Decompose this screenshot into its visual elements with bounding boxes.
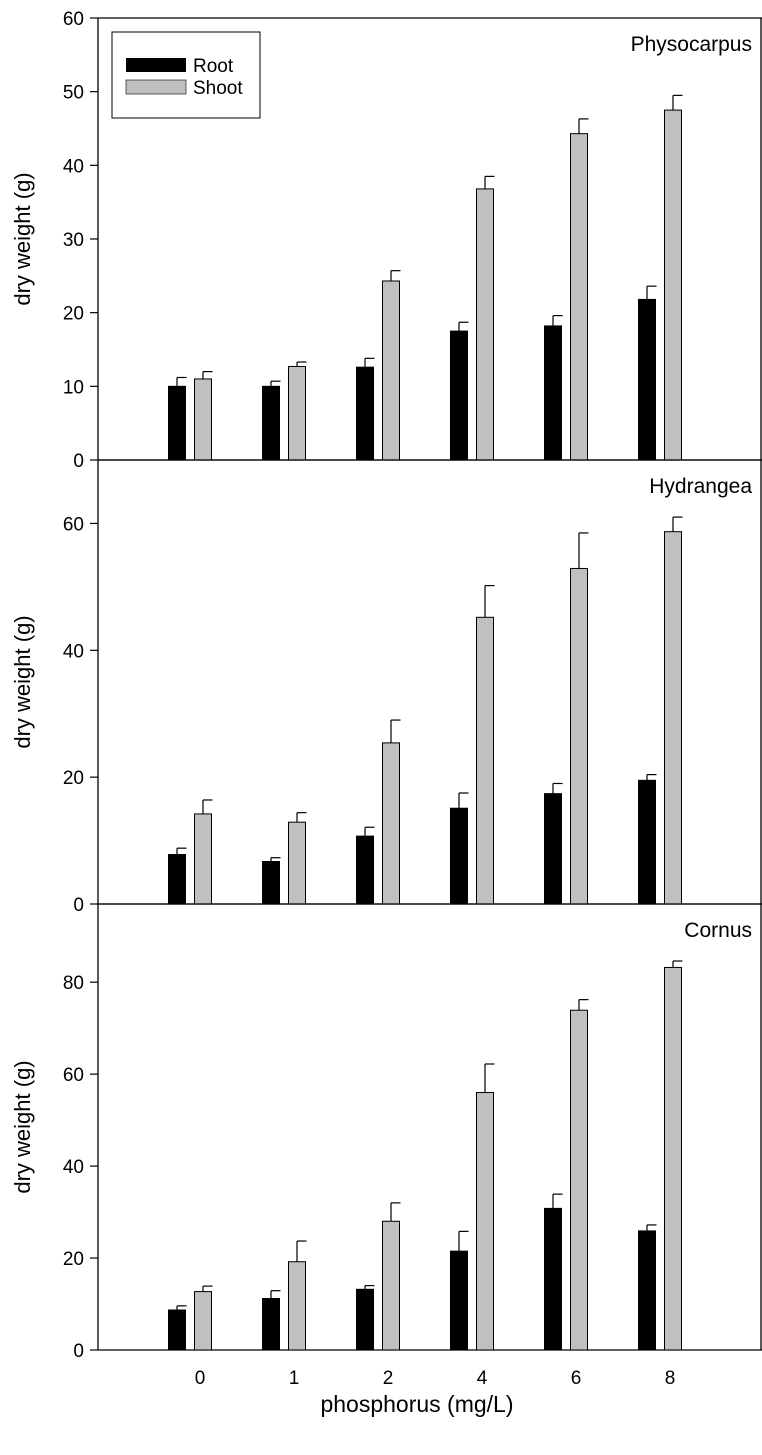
y-tick-label: 0: [73, 895, 84, 916]
y-tick-label: 10: [63, 377, 84, 398]
bar-shoot: [382, 280, 400, 461]
bar-shoot: [288, 821, 306, 905]
bar-shoot: [570, 1009, 588, 1351]
bar-shoot: [664, 531, 682, 905]
legend-label-root: Root: [193, 56, 234, 77]
y-tick-label: 60: [63, 1065, 84, 1086]
bar-shoot: [476, 1092, 494, 1351]
bar-root: [262, 861, 280, 905]
bar-root: [544, 793, 562, 905]
bar-root: [168, 385, 186, 461]
bar-shoot: [194, 378, 212, 461]
bar-root: [450, 1250, 468, 1351]
bar-shoot: [570, 133, 588, 461]
x-tick-label: 4: [477, 1368, 488, 1389]
y-tick-label: 60: [63, 514, 84, 535]
bar-shoot: [194, 813, 212, 905]
bar-shoot: [382, 1220, 400, 1351]
y-axis-title: dry weight (g): [10, 1060, 35, 1193]
legend-label-shoot: Shoot: [193, 78, 243, 99]
bar-shoot: [476, 616, 494, 905]
bar-shoot: [288, 365, 306, 461]
bar-root: [544, 325, 562, 461]
bar-root: [356, 1288, 374, 1351]
y-tick-label: 40: [63, 641, 84, 662]
legend-swatch-shoot: [125, 79, 187, 95]
bar-root: [638, 779, 656, 905]
bar-root: [356, 835, 374, 905]
y-axis-title: dry weight (g): [10, 615, 35, 748]
y-tick-label: 20: [63, 1249, 84, 1270]
y-tick-label: 0: [73, 1341, 84, 1362]
panel-hydrangea: 0 20 40 60 dry weight (g) Hydrangea: [10, 459, 762, 916]
bar-root: [450, 807, 468, 905]
panel-physocarpus: 0 10 20 30 40 50 60 dry weight (g) Physocarpus: [10, 9, 762, 472]
bar-root: [168, 1309, 186, 1351]
bar-root: [262, 1298, 280, 1351]
bar-shoot: [476, 188, 494, 461]
y-tick-label: 80: [63, 973, 84, 994]
y-tick-label: 20: [63, 768, 84, 789]
y-axis-title: dry weight (g): [10, 172, 35, 305]
panel-title: Hydrangea: [649, 475, 752, 498]
x-tick-label: 0: [195, 1368, 206, 1389]
x-tick-label: 2: [383, 1368, 394, 1389]
bar-shoot: [664, 109, 682, 461]
x-tick-label: 1: [289, 1368, 300, 1389]
bar-root: [638, 298, 656, 461]
x-tick-label: 6: [571, 1368, 582, 1389]
y-tick-label: 30: [63, 230, 84, 251]
y-tick-label: 0: [73, 451, 84, 472]
panel-title: Physocarpus: [631, 33, 752, 56]
y-tick-label: 40: [63, 1157, 84, 1178]
bar-root: [450, 330, 468, 461]
bar-root: [356, 366, 374, 461]
bar-shoot: [570, 567, 588, 905]
panel-cornus: 0 20 40 60 80 dry weight (g) Cornus 0 1 2 4 6 8: [10, 903, 762, 1389]
legend: Root Shoot: [111, 31, 261, 119]
bar-root: [168, 854, 186, 905]
bar-root: [638, 1230, 656, 1351]
panel-title: Cornus: [684, 919, 752, 942]
legend-box: [111, 31, 261, 119]
y-tick-label: 20: [63, 304, 84, 325]
x-tick-label: 8: [665, 1368, 676, 1389]
bar-shoot: [288, 1261, 306, 1351]
bar-shoot: [382, 742, 400, 905]
bar-shoot: [194, 1291, 212, 1351]
bar-shoot: [664, 966, 682, 1351]
legend-swatch-root: [126, 58, 186, 72]
bar-root: [262, 385, 280, 461]
x-axis-title: phosphorus (mg/L): [320, 1391, 513, 1417]
y-tick-label: 50: [63, 83, 84, 104]
bar-root: [544, 1207, 562, 1351]
y-tick-label: 40: [63, 156, 84, 177]
y-tick-label: 60: [63, 9, 84, 30]
